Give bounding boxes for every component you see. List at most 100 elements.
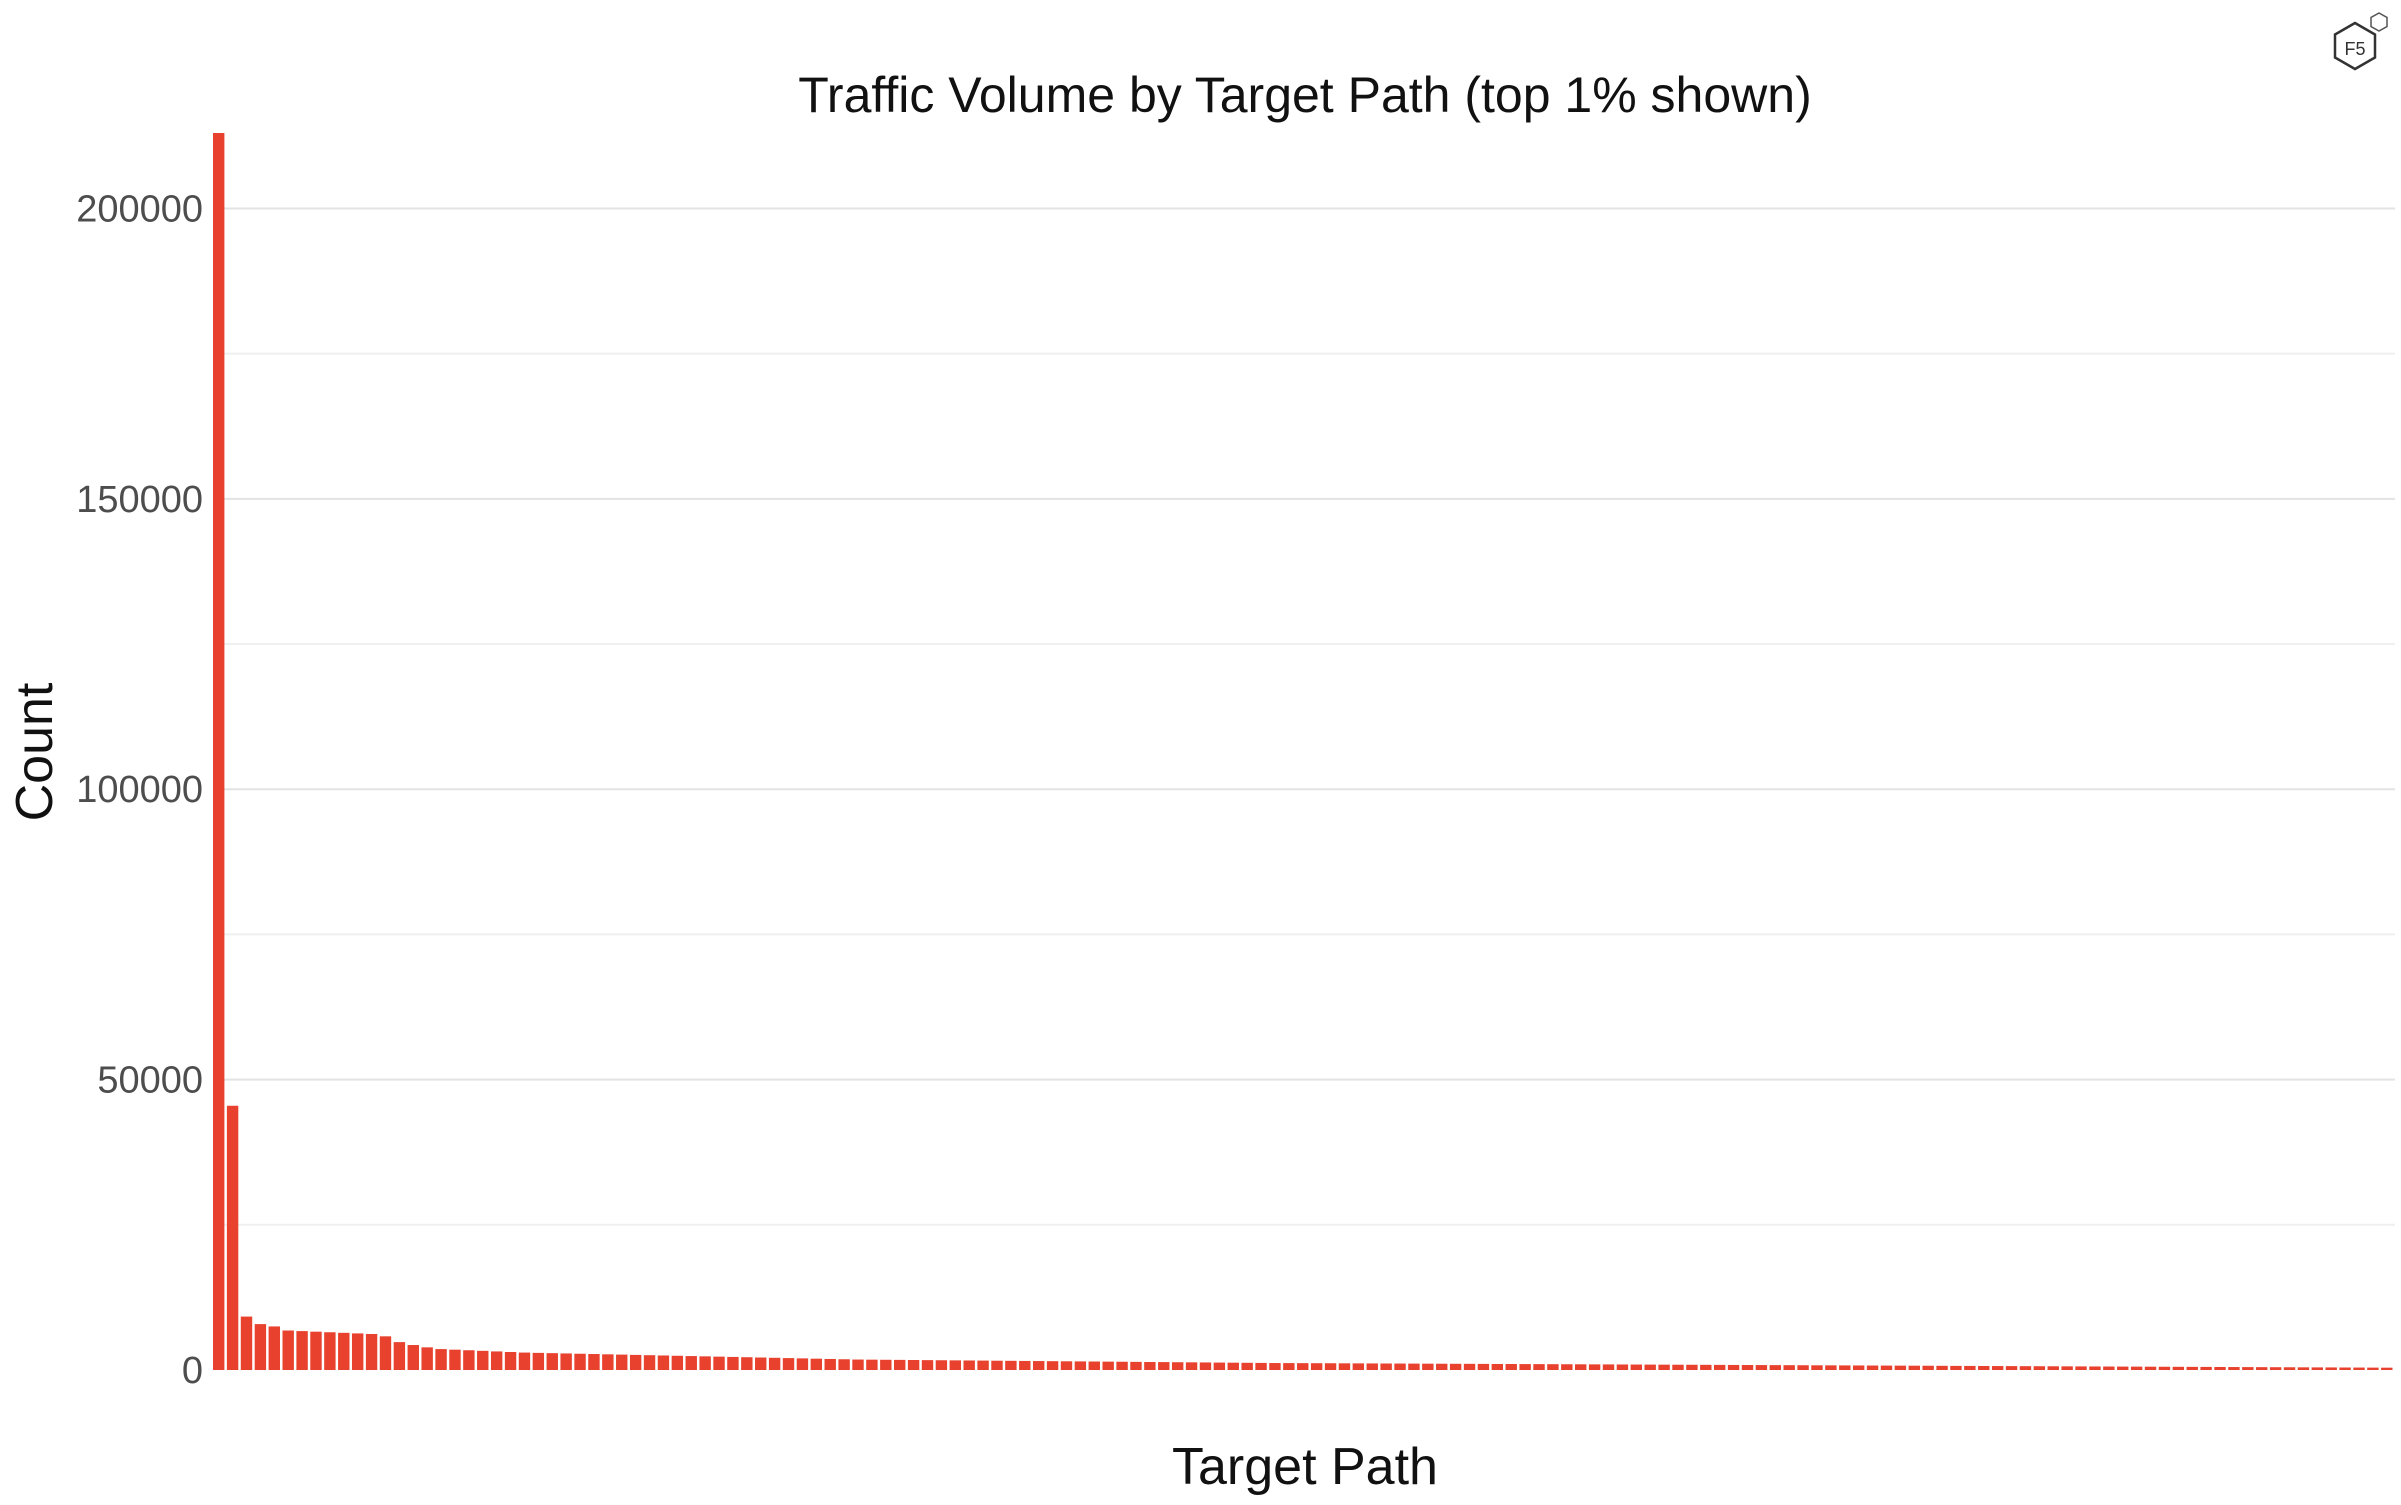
bar (213, 133, 225, 1370)
bar (977, 1360, 989, 1370)
bar (2005, 1366, 2018, 1370)
bar (1616, 1364, 1629, 1370)
bar (907, 1360, 920, 1370)
bar (310, 1331, 322, 1370)
bar (991, 1360, 1003, 1370)
bar (1700, 1364, 1712, 1370)
bar (490, 1351, 503, 1370)
bar (1839, 1365, 1851, 1370)
logo-icon: F5 (2333, 12, 2388, 71)
bar (1713, 1364, 1726, 1370)
bar (1602, 1364, 1615, 1370)
x-axis-title: Target Path (1172, 1438, 1438, 1496)
y-tick-label: 50000 (97, 1060, 203, 1102)
bar (1144, 1361, 1156, 1370)
bar (1936, 1365, 1948, 1370)
bar (2103, 1366, 2115, 1370)
bar (2353, 1367, 2365, 1370)
bar (226, 1105, 239, 1370)
bar (1032, 1361, 1045, 1370)
bar (1519, 1364, 1531, 1370)
bar (616, 1354, 628, 1370)
chart-title: Traffic Volume by Target Path (top 1% sh… (798, 67, 1811, 123)
bar (880, 1359, 892, 1370)
bar (1088, 1361, 1100, 1370)
bar (1283, 1363, 1295, 1370)
bar (379, 1336, 392, 1370)
bar (1922, 1365, 1934, 1370)
bar (2019, 1366, 2032, 1370)
y-tick-label: 200000 (76, 188, 203, 230)
bar (421, 1347, 433, 1370)
bar (2256, 1367, 2268, 1370)
bar (2172, 1366, 2185, 1370)
bar (254, 1324, 267, 1370)
bar (2367, 1367, 2379, 1370)
bar (1797, 1365, 1809, 1370)
bar (463, 1350, 475, 1370)
bar (365, 1333, 378, 1370)
bar (1908, 1365, 1920, 1370)
bar (1852, 1365, 1865, 1370)
bar (1449, 1363, 1462, 1370)
bar (1116, 1361, 1128, 1370)
bar (602, 1354, 614, 1370)
bar (2325, 1367, 2337, 1370)
bar (1463, 1363, 1476, 1370)
bar (2117, 1366, 2129, 1370)
bar (949, 1360, 961, 1370)
bar (1741, 1365, 1754, 1370)
bar (1394, 1363, 1406, 1370)
bar (1102, 1361, 1114, 1370)
bar (1644, 1364, 1656, 1370)
bar (2075, 1366, 2087, 1370)
bar (1436, 1363, 1448, 1370)
bar (2269, 1367, 2282, 1370)
bar (1297, 1363, 1309, 1370)
bar (1046, 1361, 1059, 1370)
bar (2130, 1366, 2143, 1370)
bar (1991, 1366, 2004, 1370)
bar (782, 1358, 795, 1370)
y-axis-title: Count (6, 682, 64, 821)
bar (2089, 1366, 2101, 1370)
bar (518, 1352, 531, 1370)
gridlines (213, 207, 2395, 1226)
bar (282, 1330, 294, 1370)
bar (1227, 1362, 1239, 1370)
bar (713, 1356, 725, 1370)
bar (296, 1331, 308, 1370)
bar (1477, 1363, 1490, 1370)
bar (2283, 1367, 2296, 1370)
bar (2339, 1367, 2351, 1370)
bar (1588, 1364, 1601, 1370)
bar (1185, 1362, 1198, 1370)
bar (796, 1358, 809, 1370)
bar (449, 1349, 461, 1370)
bar (727, 1356, 739, 1370)
bar (1783, 1365, 1795, 1370)
bar (1547, 1364, 1559, 1370)
bar (393, 1342, 406, 1370)
bar (1672, 1364, 1684, 1370)
bar (1811, 1365, 1823, 1370)
bar (1074, 1361, 1087, 1370)
bar (1894, 1365, 1907, 1370)
bar (1575, 1364, 1587, 1370)
bar (1310, 1363, 1323, 1370)
bar (1352, 1363, 1365, 1370)
bar (338, 1332, 350, 1370)
bar (1950, 1365, 1962, 1370)
bar (435, 1349, 447, 1370)
bar (324, 1332, 336, 1370)
bar (1005, 1360, 1017, 1370)
bar (2158, 1366, 2171, 1370)
bar (1324, 1363, 1337, 1370)
bar (741, 1357, 753, 1370)
bar (1769, 1365, 1781, 1370)
bar (1019, 1360, 1031, 1370)
bar (755, 1357, 767, 1370)
bar (935, 1360, 948, 1370)
y-axis-ticks: 0 50000 100000 150000 200000 (76, 188, 203, 1392)
bar (810, 1358, 823, 1370)
